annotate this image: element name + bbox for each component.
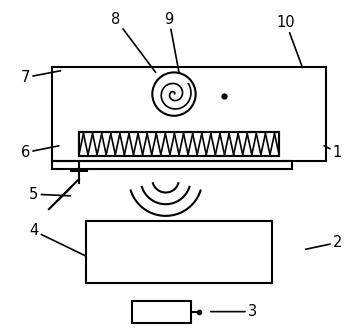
Text: 3: 3: [211, 304, 257, 319]
Text: 4: 4: [29, 223, 86, 256]
Text: 6: 6: [21, 145, 59, 160]
Text: 10: 10: [276, 15, 303, 67]
Text: 8: 8: [111, 11, 156, 72]
Bar: [52, 67, 326, 161]
Text: 1: 1: [324, 145, 342, 160]
Text: 7: 7: [21, 70, 61, 85]
Text: 2: 2: [306, 235, 342, 250]
Bar: [52, 161, 292, 169]
Text: 5: 5: [29, 187, 71, 202]
Bar: [79, 132, 279, 156]
Bar: [132, 301, 191, 323]
Bar: [86, 221, 272, 283]
Bar: [79, 132, 279, 156]
Text: 9: 9: [164, 11, 179, 72]
